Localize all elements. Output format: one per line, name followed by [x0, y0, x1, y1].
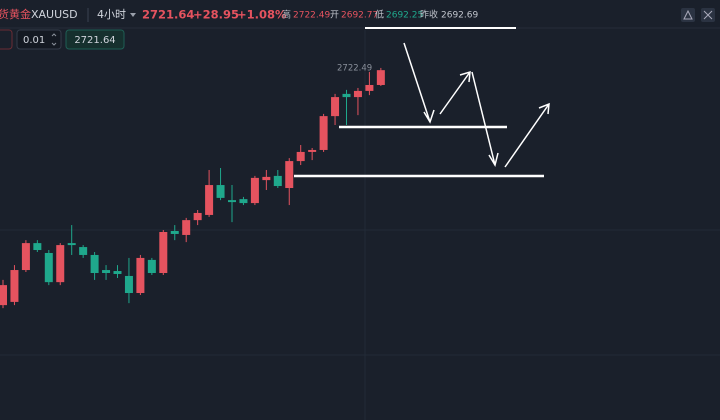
tool-icon: [703, 10, 713, 20]
candle-body: [308, 149, 317, 152]
price-button[interactable]: [65, 29, 125, 50]
candle-body: [90, 254, 99, 273]
low-label: 低: [375, 9, 384, 21]
candle-body: [56, 245, 65, 283]
candle-body: [147, 259, 156, 273]
lot-value: 0.01: [23, 35, 45, 46]
candle-body: [136, 257, 145, 294]
candle-body: [102, 270, 111, 273]
candle-body: [170, 231, 179, 234]
candle-body: [79, 247, 88, 255]
candle-body: [216, 185, 225, 198]
candle-body: [228, 200, 236, 203]
candle-body: [285, 161, 294, 189]
candle-body: [365, 84, 374, 91]
candle-body: [193, 212, 202, 221]
candle-body: [10, 270, 19, 302]
instrument-name: 货黄金: [0, 7, 31, 21]
order-price: 2721.64: [74, 35, 115, 46]
drawn-arrows: [403, 42, 550, 168]
candle-body: [44, 252, 53, 283]
candle-body: [342, 93, 351, 98]
candle-body: [182, 220, 191, 235]
candle-body: [376, 70, 385, 85]
candle-body: [239, 199, 248, 204]
price-change-percent: +1.08%: [237, 8, 287, 22]
candle-body: [159, 231, 168, 273]
prev-close-label: 昨收: [420, 9, 438, 21]
interval[interactable]: 4小时: [97, 8, 126, 21]
open-value: 2692.77: [341, 11, 378, 21]
price-change: +28.95: [193, 8, 239, 22]
candle-body: [0, 285, 7, 306]
candle-body: [205, 185, 214, 215]
candle-body: [21, 243, 30, 271]
tool-icon: [683, 9, 693, 20]
order-button[interactable]: [0, 29, 13, 50]
candle-body: [67, 243, 76, 246]
open-label: 开: [330, 10, 339, 21]
dropdown-icon[interactable]: [130, 13, 136, 17]
candle-body: [273, 175, 282, 187]
last-price: 2721.64: [142, 8, 194, 22]
candle-body: [124, 275, 133, 294]
low-value: 2692.25: [386, 11, 423, 21]
stepper[interactable]: [51, 33, 57, 46]
candle-body: [262, 176, 271, 181]
max-price-label: 2722.49: [337, 64, 372, 74]
candle-body: [250, 177, 259, 204]
candle-body: [331, 97, 340, 117]
candle-body: [296, 151, 305, 162]
candle-body: [319, 116, 328, 150]
prev-close-value: 2692.69: [441, 11, 478, 21]
candle-body: [353, 90, 362, 98]
symbol: XAUUSD: [31, 8, 78, 21]
high-label: 高: [282, 9, 291, 21]
high-value: 2722.49: [293, 11, 330, 21]
lot-input[interactable]: [16, 29, 62, 50]
candle-body: [113, 271, 122, 274]
candle-body: [33, 243, 42, 251]
